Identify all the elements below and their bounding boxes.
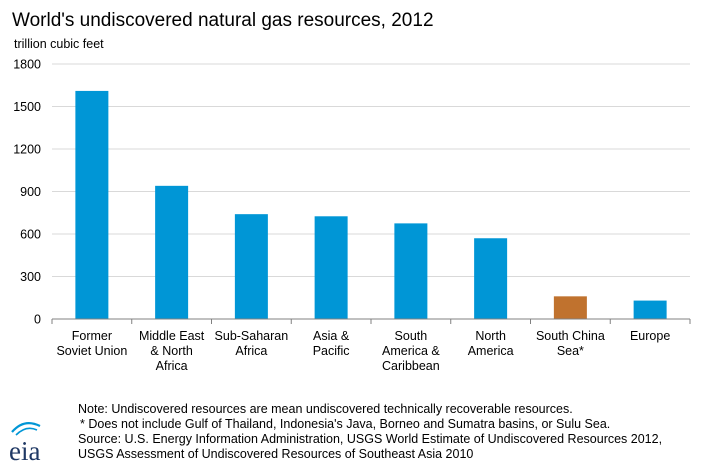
bar xyxy=(314,216,348,319)
x-tick-label: Asia & Pacific xyxy=(313,329,350,358)
chart-title: World's undiscovered natural gas resourc… xyxy=(12,10,434,31)
y-tick-label: 1500 xyxy=(13,100,41,114)
y-tick-label: 1200 xyxy=(13,143,41,157)
bar xyxy=(474,238,508,319)
logo-arc-inner xyxy=(15,427,38,436)
bar xyxy=(234,214,268,319)
eia-logo-icon: eia xyxy=(9,421,41,466)
y-tick-label: 600 xyxy=(20,228,41,242)
x-tick-label: North America xyxy=(468,329,514,358)
bars xyxy=(75,90,667,320)
x-tick-label: Europe xyxy=(630,329,670,343)
x-tick-label: South America & Caribbean xyxy=(382,329,440,373)
axes xyxy=(51,318,691,324)
source-line-2: USGS Assessment of Undiscovered Resource… xyxy=(78,447,474,461)
bar xyxy=(75,90,109,320)
logo-text: eia xyxy=(9,436,40,466)
bar xyxy=(553,296,587,319)
x-tick-label: Former Soviet Union xyxy=(56,329,127,358)
grid-lines xyxy=(52,63,690,277)
bar xyxy=(394,223,428,319)
bar-chart: 0 300 600 900 1200 1500 1800 Former Soviet Union… xyxy=(13,58,691,374)
footnote-text: * Does not include Gulf of Thailand, Ind… xyxy=(80,417,611,431)
bar xyxy=(155,185,189,319)
x-tick-label: Sub-Saharan Africa xyxy=(215,329,289,358)
x-tick-label: Middle East & North Africa xyxy=(139,329,205,373)
x-tick-label: South China Sea* xyxy=(536,329,605,358)
note-text: Note: Undiscovered resources are mean un… xyxy=(78,402,573,416)
source-line-1: Source: U.S. Energy Information Administ… xyxy=(78,432,663,446)
y-tick-label: 1800 xyxy=(13,58,41,72)
y-tick-label: 900 xyxy=(20,185,41,199)
bar xyxy=(633,300,667,319)
y-tick-label: 300 xyxy=(20,270,41,284)
logo-arc-outer xyxy=(11,421,41,433)
y-axis-unit-label: trillion cubic feet xyxy=(14,37,104,51)
axis-labels: 0 300 600 900 1200 1500 1800 Former Soviet Union… xyxy=(13,58,670,374)
y-tick-label: 0 xyxy=(34,313,41,327)
